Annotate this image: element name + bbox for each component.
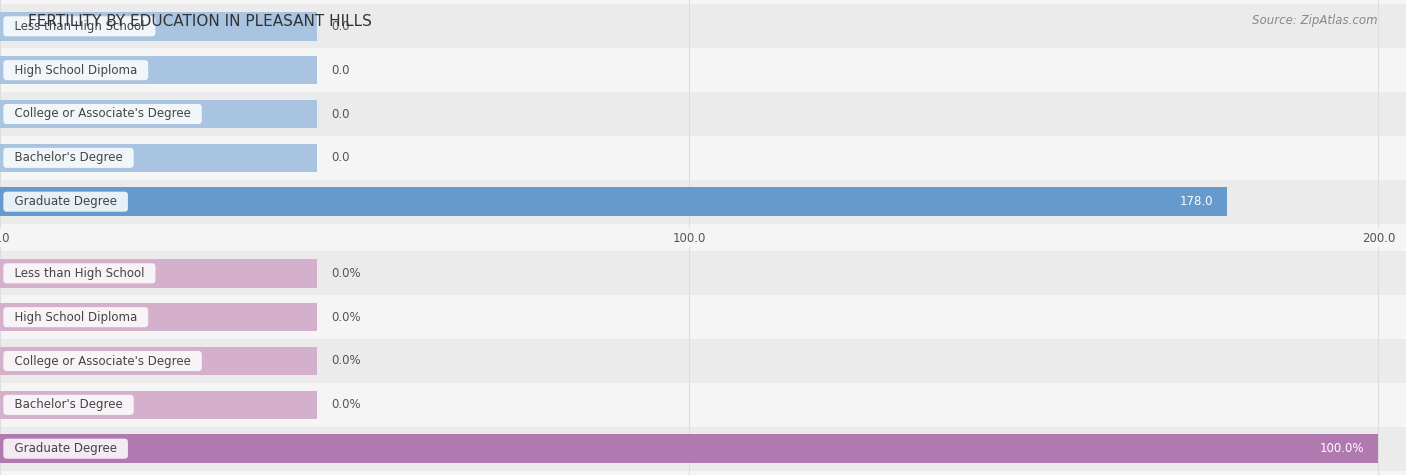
Bar (0, 180, 1406, 224)
Bar (0, 390, 316, 419)
Text: High School Diploma: High School Diploma (7, 64, 145, 76)
Bar (0, 251, 1406, 295)
Bar (0, 259, 316, 287)
Text: 0.0%: 0.0% (330, 354, 360, 368)
Bar (0, 12, 316, 40)
Text: 0.0: 0.0 (330, 64, 349, 76)
Text: 0.0%: 0.0% (330, 267, 360, 280)
Text: Source: ZipAtlas.com: Source: ZipAtlas.com (1253, 14, 1378, 27)
Text: FERTILITY BY EDUCATION IN PLEASANT HILLS: FERTILITY BY EDUCATION IN PLEASANT HILLS (28, 14, 373, 29)
Text: College or Associate's Degree: College or Associate's Degree (7, 354, 198, 368)
Text: 178.0: 178.0 (1180, 195, 1213, 208)
Bar (0, 295, 1406, 339)
Text: Less than High School: Less than High School (7, 20, 152, 33)
Text: 100.0%: 100.0% (1320, 442, 1365, 455)
Text: Bachelor's Degree: Bachelor's Degree (7, 399, 131, 411)
Text: 0.0: 0.0 (330, 20, 349, 33)
Bar (0, 4, 1406, 48)
Bar (0, 303, 316, 332)
Bar (0, 100, 316, 128)
Bar (0, 56, 316, 85)
Text: Graduate Degree: Graduate Degree (7, 442, 124, 455)
Bar (0, 188, 1227, 216)
Text: Less than High School: Less than High School (7, 267, 152, 280)
Bar (0, 435, 1378, 463)
Bar (0, 48, 1406, 92)
Text: Graduate Degree: Graduate Degree (7, 195, 124, 208)
Bar (0, 92, 1406, 136)
Text: 0.0: 0.0 (330, 107, 349, 121)
Bar (0, 383, 1406, 427)
Text: College or Associate's Degree: College or Associate's Degree (7, 107, 198, 121)
Bar (0, 143, 316, 172)
Bar (0, 347, 316, 375)
Bar (0, 339, 1406, 383)
Text: 0.0: 0.0 (330, 152, 349, 164)
Bar (0, 427, 1406, 471)
Text: Bachelor's Degree: Bachelor's Degree (7, 152, 131, 164)
Text: High School Diploma: High School Diploma (7, 311, 145, 323)
Text: 0.0%: 0.0% (330, 399, 360, 411)
Text: 0.0%: 0.0% (330, 311, 360, 323)
Bar (0, 136, 1406, 180)
